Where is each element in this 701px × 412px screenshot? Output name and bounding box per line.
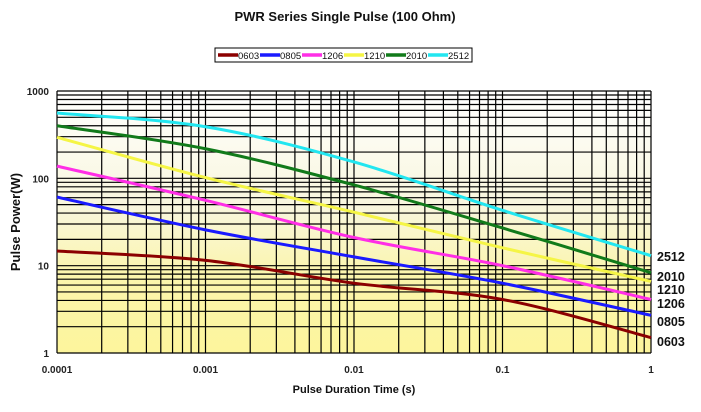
end-label-0603: 0603	[657, 335, 685, 349]
tick-labels: 0.0001 0.001 0.01 0.1 1 1 10 100 1000	[27, 87, 654, 376]
legend-label-0805: 0805	[280, 51, 301, 62]
x-tick-label: 0.001	[193, 365, 218, 376]
y-tick-label: 1	[43, 349, 49, 360]
series-group	[56, 111, 652, 340]
legend-label-2512: 2512	[448, 51, 469, 62]
legend-label-1206: 1206	[322, 51, 343, 62]
y-tick-label: 100	[32, 174, 49, 185]
end-label-2010: 2010	[657, 270, 685, 284]
x-tick-label: 0.1	[496, 365, 510, 376]
series-line-0805	[56, 195, 652, 317]
series-line-1206	[56, 164, 652, 301]
legend-box	[214, 47, 473, 63]
legend: 0603 0805 1206 1210 2010 2512	[214, 47, 473, 63]
series-line-2512	[56, 111, 652, 258]
end-label-0805: 0805	[657, 315, 685, 329]
end-label-1206: 1206	[657, 297, 685, 311]
y-tick-label: 10	[38, 262, 50, 273]
grid	[56, 90, 652, 354]
y-tick-label: 1000	[27, 87, 50, 98]
end-label-2512: 2512	[657, 250, 685, 264]
legend-label-0603: 0603	[238, 51, 259, 62]
legend-label-1210: 1210	[364, 51, 385, 62]
series-line-1210	[56, 135, 652, 283]
x-axis-label: Pulse Duration Time (s)	[293, 384, 416, 396]
x-tick-label: 0.0001	[42, 365, 73, 376]
y-axis-label: Pulse Power(W)	[8, 173, 23, 271]
legend-label-2010: 2010	[406, 51, 427, 62]
x-tick-label: 1	[648, 365, 654, 376]
series-line-0603	[56, 249, 652, 340]
x-tick-label: 0.01	[344, 365, 364, 376]
series-line-2010	[56, 124, 652, 275]
end-label-1210: 1210	[657, 283, 685, 297]
chart-title: PWR Series Single Pulse (100 Ohm)	[234, 9, 455, 24]
